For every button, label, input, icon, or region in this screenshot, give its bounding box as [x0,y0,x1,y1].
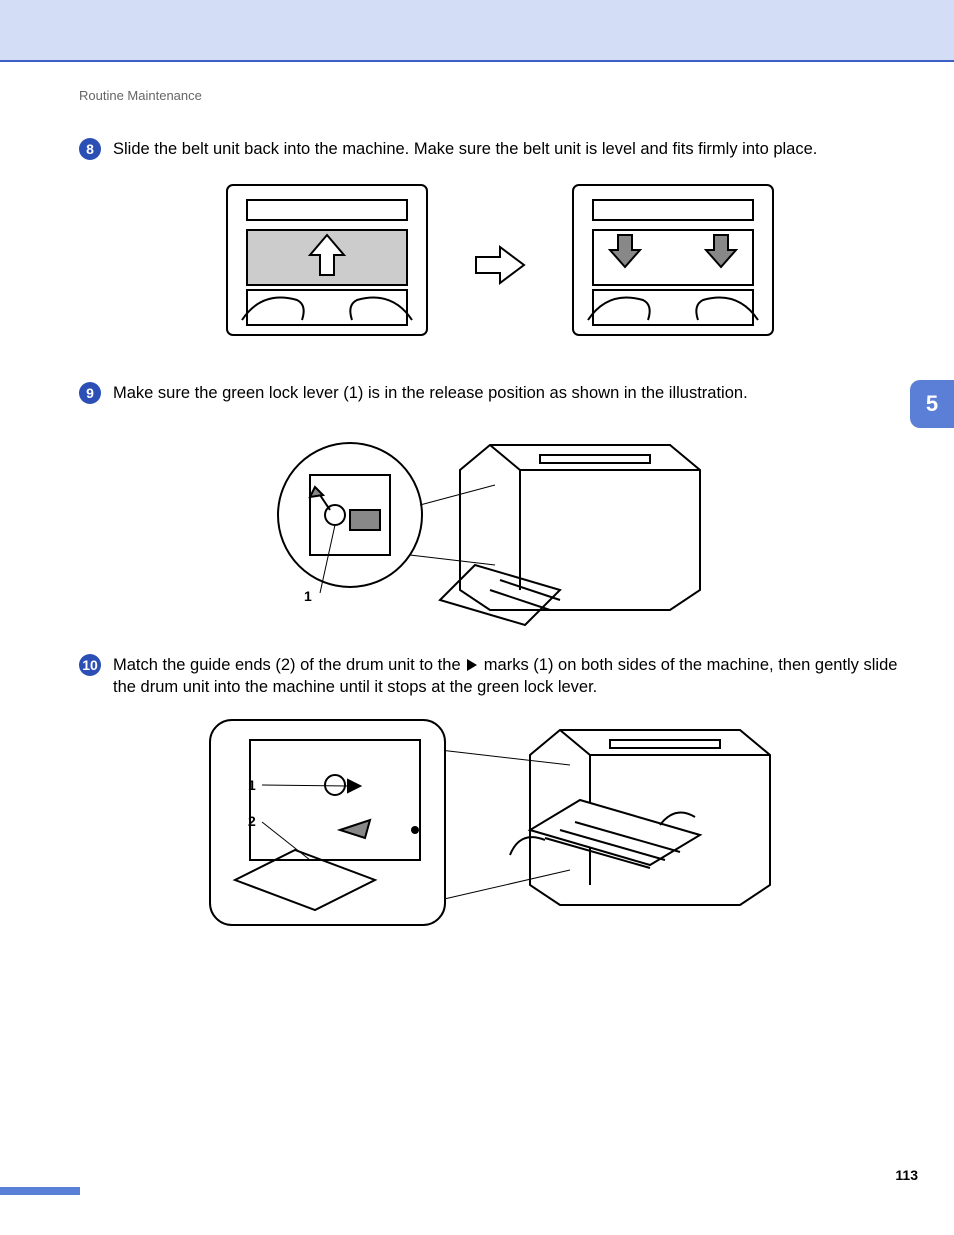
step-9-figure: 1 [260,415,730,640]
step-8: 8 Slide the belt unit back into the mach… [79,138,908,160]
step-8-figure-row [180,170,820,360]
step-9-callout-1: 1 [304,588,312,604]
step-9-bullet: 9 [79,382,101,404]
step-9-text: Make sure the green lock lever (1) is in… [113,382,748,404]
footer-accent-bar [0,1187,80,1195]
step-10-callout-2: 2 [248,813,256,829]
step-10-bullet: 10 [79,654,101,676]
step-8-figure-left [212,175,442,355]
header-band [0,0,954,62]
step-8-bullet: 8 [79,138,101,160]
page-number: 113 [895,1167,918,1183]
step-10-callout-1: 1 [248,777,256,793]
step-8-figure-right [558,175,788,355]
step-10: 10 Match the guide ends (2) of the drum … [79,654,908,699]
step-10-figure: 1 2 [190,710,810,940]
section-header: Routine Maintenance [79,88,202,103]
step-10-text: Match the guide ends (2) of the drum uni… [113,654,908,699]
arrow-right-icon [472,245,528,285]
chapter-tab: 5 [910,380,954,428]
step-8-text: Slide the belt unit back into the machin… [113,138,817,160]
triangle-icon [467,659,477,671]
step-9: 9 Make sure the green lock lever (1) is … [79,382,908,404]
